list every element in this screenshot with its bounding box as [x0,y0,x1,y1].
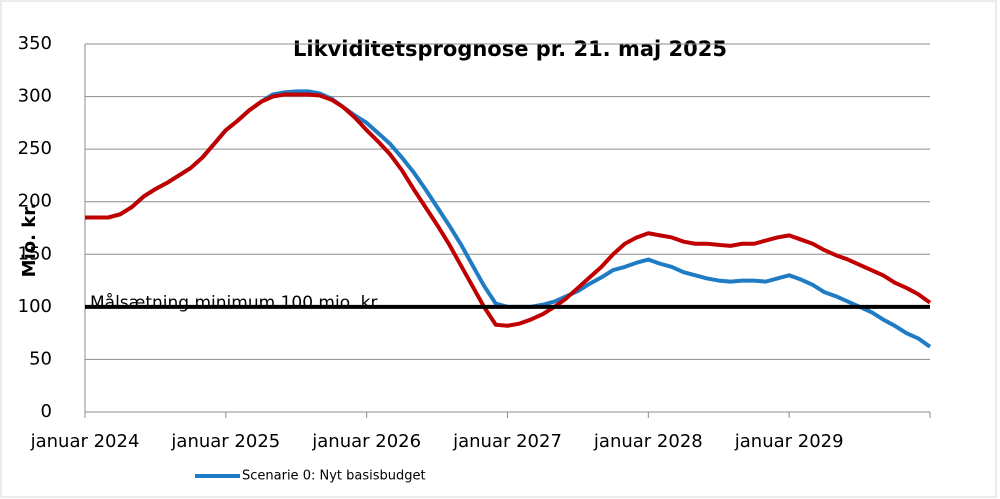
y-tick-label: 100 [18,296,52,317]
x-tick-label: januar 2028 [593,431,703,452]
y-tick-label: 300 [18,86,52,107]
y-tick-label: 50 [29,348,52,369]
y-tick-label: 0 [41,401,52,422]
y-tick-label: 150 [18,243,52,264]
series-line [85,92,932,328]
chart-title: Likviditetsprognose pr. 21. maj 2025 [293,37,727,61]
y-tick-label: 250 [18,138,52,159]
x-tick-label: januar 2025 [170,431,280,452]
y-tick-label: 350 [18,33,52,54]
y-tick-label: 200 [18,191,52,212]
annotation: Målsætning minimum 100 mio. kr. [90,292,381,313]
x-tick-label: januar 2027 [452,431,562,452]
legend-label: Scenarie 0: Nyt basisbudget [242,469,426,484]
x-tick-label: januar 2029 [734,431,844,452]
x-tick-label: januar 2026 [311,431,421,452]
x-tick-label: januar 2024 [30,431,140,452]
y-axis-label: Mio. kr. [19,203,40,278]
